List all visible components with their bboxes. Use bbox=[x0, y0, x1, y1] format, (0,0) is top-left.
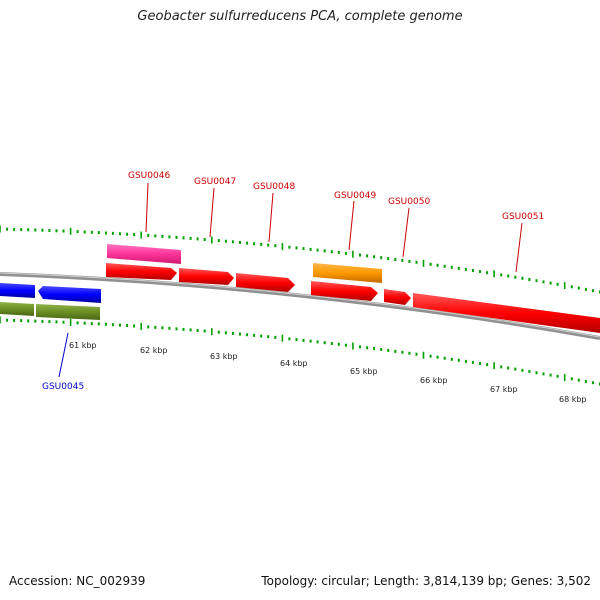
reverse-cds-left bbox=[0, 283, 35, 298]
kbp-label-63: 63 kbp bbox=[210, 352, 238, 361]
inner-tick-ring bbox=[0, 316, 600, 386]
kbp-label-61: 61 kbp bbox=[69, 341, 97, 350]
leader-gsu0047 bbox=[209, 187, 215, 238]
leader-gsu0045 bbox=[58, 332, 69, 378]
leader-gsu0049 bbox=[348, 200, 355, 251]
orange-feature-gsu0049 bbox=[313, 263, 382, 283]
kbp-label-68: 68 kbp bbox=[559, 395, 587, 404]
forward-cds-gsu0046 bbox=[106, 263, 177, 280]
kbp-label-67: 67 kbp bbox=[490, 385, 518, 394]
leader-gsu0051 bbox=[515, 222, 523, 273]
map-title: Geobacter sulfurreducens PCA, complete g… bbox=[137, 9, 463, 24]
kbp-label-62: 62 kbp bbox=[140, 346, 168, 355]
forward-cds-gsu0049 bbox=[311, 281, 378, 301]
kbp-label-66: 66 kbp bbox=[420, 376, 448, 385]
reverse-cds-gsu0045 bbox=[38, 286, 101, 303]
leader-gsu0046 bbox=[145, 182, 149, 233]
olive-feature-left bbox=[0, 302, 34, 316]
gene-label-gsu0045: GSU0045 bbox=[42, 382, 84, 392]
gene-label-gsu0047: GSU0047 bbox=[194, 177, 236, 187]
genome-backbone bbox=[0, 272, 600, 340]
kbp-label-64: 64 kbp bbox=[280, 359, 308, 368]
forward-cds-gsu0048 bbox=[236, 273, 295, 292]
olive-feature-right bbox=[36, 304, 100, 320]
gene-label-gsu0046: GSU0046 bbox=[128, 171, 170, 181]
forward-cds-gsu0050 bbox=[384, 289, 411, 305]
leader-gsu0048 bbox=[268, 192, 274, 243]
genome-summary-text: Topology: circular; Length: 3,814,139 bp… bbox=[261, 574, 591, 588]
pink-feature-gsu0046 bbox=[107, 244, 181, 264]
gene-label-gsu0048: GSU0048 bbox=[253, 182, 295, 192]
gene-label-gsu0050: GSU0050 bbox=[388, 197, 430, 207]
forward-cds-gsu0047 bbox=[179, 268, 234, 285]
gene-label-gsu0051: GSU0051 bbox=[502, 212, 544, 222]
forward-cds-gsu0051 bbox=[413, 293, 600, 333]
gene-label-gsu0049: GSU0049 bbox=[334, 191, 376, 201]
genome-backbone-highlight bbox=[0, 272, 600, 338]
outer-tick-ring bbox=[0, 225, 600, 294]
accession-text: Accession: NC_002939 bbox=[9, 574, 146, 588]
leader-gsu0050 bbox=[402, 207, 410, 258]
kbp-label-65: 65 kbp bbox=[350, 367, 378, 376]
